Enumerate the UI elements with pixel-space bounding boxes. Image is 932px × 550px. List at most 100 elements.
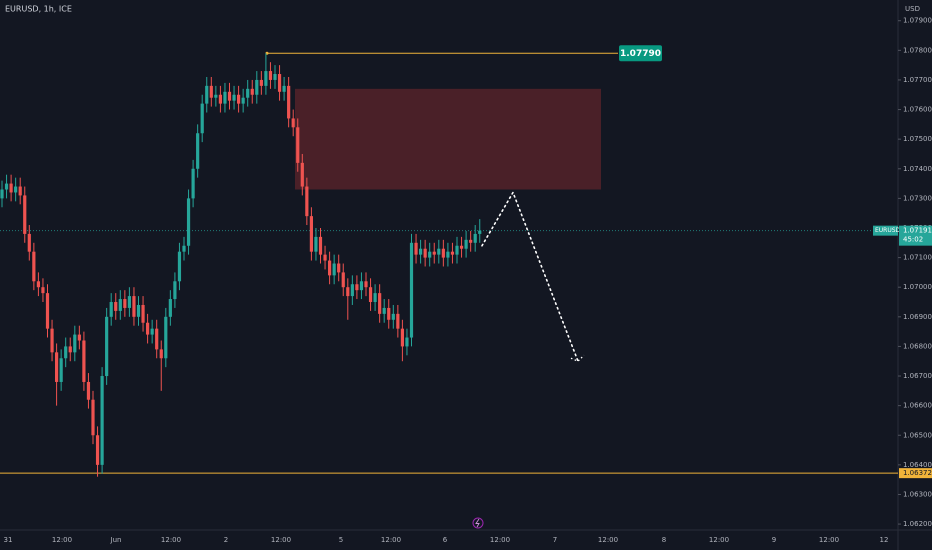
candle-body: [277, 74, 282, 92]
last-price-label: 1.07191: [903, 227, 932, 235]
candle-body: [55, 352, 59, 382]
candle-body: [478, 230, 482, 234]
candle-body: [118, 299, 122, 311]
level-label-box: [619, 45, 662, 62]
candle-body: [282, 85, 286, 92]
candle-body: [414, 242, 418, 255]
y-tick-label: 1.06300: [903, 490, 932, 498]
projection-path: [481, 190, 579, 363]
candle-body: [473, 233, 477, 243]
currency: USD: [905, 5, 920, 13]
candle-body: [164, 316, 168, 359]
candle-body: [68, 346, 72, 353]
last-price-box: [899, 225, 932, 246]
y-tick-label: 1.06800: [903, 342, 932, 350]
y-tick-label: 1.07800: [903, 46, 932, 54]
candle-body: [423, 248, 427, 258]
candle-body: [223, 91, 227, 104]
x-tick-label: 31: [4, 536, 13, 544]
candle-body: [318, 236, 323, 255]
candle-body: [150, 328, 154, 335]
candle-body: [255, 79, 259, 95]
x-tick-label: 12:00: [709, 536, 729, 544]
candle-body: [387, 307, 391, 320]
candle-body: [141, 304, 145, 323]
candle-body: [41, 287, 45, 294]
x-tick-label: 12:00: [819, 536, 839, 544]
x-tick-label: 8: [662, 536, 666, 544]
candle-body: [32, 251, 36, 282]
level-axis-box: [899, 468, 932, 479]
candle-body: [364, 281, 368, 288]
x-tick-label: 12: [880, 536, 889, 544]
candle-body: [205, 85, 209, 104]
candle-body: [109, 302, 113, 317]
candle-body: [450, 251, 455, 255]
candle-body: [396, 313, 400, 329]
candle-body: [14, 186, 18, 193]
candle-body: [123, 299, 127, 308]
y-tick-label: 1.06400: [903, 461, 932, 469]
event-icon[interactable]: [472, 517, 484, 529]
candle-body: [400, 328, 404, 347]
candle-body: [469, 239, 473, 243]
chart-title: EURUSD, 1h, ICE: [5, 5, 72, 14]
x-tick-label: 2: [224, 536, 228, 544]
candle-body: [309, 216, 313, 252]
candle-body: [241, 97, 245, 104]
candle-body: [291, 118, 295, 128]
candle-body: [18, 186, 22, 196]
x-tick-label: 7: [553, 536, 557, 544]
candle-body: [23, 195, 27, 234]
y-tick-label: 1.06700: [903, 372, 932, 380]
y-tick-label: 1.06600: [903, 402, 932, 410]
candle-body: [346, 287, 350, 297]
symbol-label: EURUSD: [875, 227, 901, 234]
candle-body: [341, 272, 345, 288]
y-tick-label: 1.07500: [903, 135, 932, 143]
candle-body: [237, 94, 241, 104]
candle-body: [459, 245, 464, 249]
candle-body: [264, 71, 268, 86]
projection-arrowhead: [570, 354, 585, 362]
candle-body: [296, 127, 300, 163]
candle-body: [132, 296, 136, 317]
candle-body: [0, 189, 4, 199]
candle-body: [191, 168, 195, 199]
candle-body: [373, 293, 377, 303]
candle-body: [36, 281, 40, 288]
candle-body: [177, 251, 182, 282]
candle-body: [314, 236, 318, 252]
candle-body: [136, 304, 141, 317]
candle-body: [405, 337, 409, 347]
countdown-label: 45:02: [903, 236, 923, 244]
candle-body: [287, 85, 291, 119]
candle-body: [218, 94, 222, 104]
candle-body: [186, 198, 191, 246]
candle-body: [100, 376, 104, 465]
candle-body: [250, 88, 254, 95]
y-tick-label: 1.07300: [903, 194, 932, 202]
candle-body: [368, 287, 373, 303]
supply-zone: [295, 88, 601, 190]
candle-body: [332, 263, 336, 276]
y-tick-label: 1.06500: [903, 431, 932, 439]
candle-body: [27, 233, 31, 252]
x-tick-label: 12:00: [161, 536, 181, 544]
x-tick-label: 12:00: [52, 536, 72, 544]
candle-body: [268, 71, 273, 80]
candle-body: [227, 91, 232, 101]
candle-body: [159, 349, 163, 359]
candle-body: [246, 88, 250, 98]
candle-body: [91, 399, 95, 436]
candle-body: [328, 260, 332, 276]
y-tick-label: 1.06200: [903, 520, 932, 528]
symbol-box: [873, 225, 898, 236]
y-tick-label: 1.06900: [903, 313, 932, 321]
x-tick-label: 5: [339, 536, 343, 544]
y-tick-label: 1.07700: [903, 76, 932, 84]
candle-body: [59, 358, 63, 382]
candle-body: [232, 94, 236, 101]
candle-body: [82, 340, 86, 382]
candle-body: [446, 251, 450, 258]
